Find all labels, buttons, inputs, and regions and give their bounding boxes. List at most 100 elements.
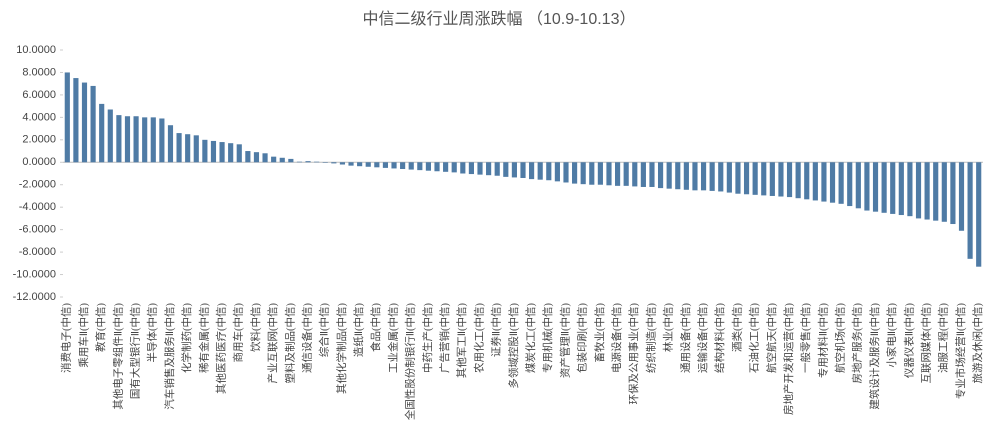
x-tick-label: 食品(中信): [369, 303, 382, 352]
bar: [167, 125, 174, 163]
bar: [632, 162, 638, 187]
x-tick-label: 专用机械(中信): [541, 303, 554, 373]
bar: [795, 162, 801, 199]
x-tick-label: 纺织制造(中信): [644, 303, 657, 373]
x-tick-label: 稀有金属(中信): [197, 303, 210, 373]
y-tick-label: -8.0000: [19, 246, 56, 258]
bar: [864, 162, 870, 211]
bar: [546, 162, 552, 181]
bar: [434, 162, 440, 172]
y-tick-label: 2.0000: [22, 134, 56, 146]
x-tick-label: 国有大型银行Ⅱ(中信): [128, 303, 141, 400]
bar: [331, 162, 337, 164]
bar: [503, 162, 509, 177]
bar: [726, 162, 732, 193]
bar: [735, 162, 741, 194]
x-tick-label: 其他化学制品(中信): [335, 303, 348, 394]
x-tick-label: 商用车(中信): [232, 303, 245, 363]
bar: [640, 162, 646, 187]
bar: [245, 151, 251, 163]
bar: [425, 162, 431, 171]
bar: [288, 158, 294, 163]
y-tick-label: 0.0000: [22, 156, 56, 168]
y-tick-label: 8.0000: [22, 66, 56, 78]
bar: [486, 162, 492, 176]
bar: [64, 72, 70, 163]
bar: [116, 115, 122, 163]
x-tick-label: 油服工程(中信): [937, 303, 950, 373]
y-tick-label: -4.0000: [19, 201, 56, 213]
x-tick-label: 产业互联网(中信): [266, 303, 279, 384]
bar: [150, 117, 156, 163]
bar: [580, 162, 586, 185]
bar: [73, 78, 79, 163]
bar: [400, 162, 406, 170]
bar: [253, 152, 260, 163]
bar: [408, 162, 414, 170]
x-tick-label: 通信设备(中信): [300, 303, 313, 373]
bar: [967, 162, 973, 259]
x-tick-label: 建筑设计及服务Ⅱ(中信): [868, 303, 881, 410]
bar: [124, 116, 131, 163]
bar: [855, 162, 861, 209]
x-tick-label: 电源设备(中信): [610, 303, 623, 373]
bar: [769, 162, 775, 196]
bar: [348, 162, 354, 166]
bar: [477, 162, 483, 175]
bar: [958, 162, 965, 231]
bar: [339, 162, 346, 165]
bar: [649, 162, 655, 187]
bar: [210, 140, 217, 163]
x-tick-label: 煤炭化工(中信): [524, 303, 537, 373]
bar: [202, 139, 208, 163]
y-tick-label: -6.0000: [19, 224, 56, 236]
bar: [683, 162, 689, 190]
bar: [511, 162, 517, 178]
x-tick-label: 造纸Ⅱ(中信): [352, 303, 365, 358]
bar: [417, 162, 423, 171]
x-tick-label: 广告营销(中信): [438, 303, 451, 373]
x-tick-label: 农用化工(中信): [472, 303, 485, 373]
chart-title: 中信二级行业周涨跌幅 （10.9-10.13）: [363, 10, 636, 28]
x-tick-label: 全国性股份制银行Ⅱ(中信): [404, 303, 417, 421]
x-tick-label: 房地产服务(中信): [851, 303, 864, 384]
bar: [279, 157, 285, 163]
bar: [193, 135, 199, 163]
bar: [933, 162, 939, 221]
bar: [176, 133, 182, 163]
x-tick-label: 互联网媒体(中信): [920, 303, 933, 384]
bar: [357, 162, 363, 167]
x-tick-label: 乘用车Ⅱ(中信): [77, 303, 90, 368]
x-tick-label: 化学制药(中信): [180, 303, 193, 373]
bar: [606, 162, 612, 186]
bar: [460, 162, 466, 174]
x-tick-label: 消费电子(中信): [60, 303, 73, 373]
bar: [718, 162, 724, 192]
x-tick-label: 饮料(中信): [249, 303, 262, 352]
x-tick-label: 半导体(中信): [146, 303, 159, 363]
bar: [159, 118, 165, 163]
bar: [451, 162, 457, 173]
x-tick-label: 环保及公用事业(中信): [627, 303, 640, 405]
x-tick-label: 汽车销售及服务Ⅱ(中信): [163, 303, 176, 410]
bar: [838, 162, 844, 204]
bar: [107, 109, 113, 163]
x-tick-label: 旅游及休闲(中信): [971, 303, 984, 384]
bar: [675, 162, 681, 190]
x-tick-label: 其他军工Ⅱ(中信): [455, 303, 468, 379]
bar: [99, 103, 105, 163]
bar: [468, 162, 474, 175]
x-tick-label: 畜牧业(中信): [593, 303, 606, 363]
bar: [219, 142, 225, 163]
bar: [529, 162, 535, 180]
bar: [142, 117, 148, 163]
y-tick-label: -12.0000: [13, 291, 56, 303]
y-tick-label: 4.0000: [22, 111, 56, 123]
x-tick-label: 综合Ⅱ(中信): [318, 303, 331, 358]
bar: [804, 162, 810, 200]
bar: [589, 162, 595, 185]
bar: [374, 162, 380, 168]
x-tick-label: 房地产开发和运营(中信): [782, 303, 795, 415]
bar: [597, 162, 603, 185]
x-tick-label: 其他电子零组件Ⅱ(中信): [111, 303, 124, 410]
